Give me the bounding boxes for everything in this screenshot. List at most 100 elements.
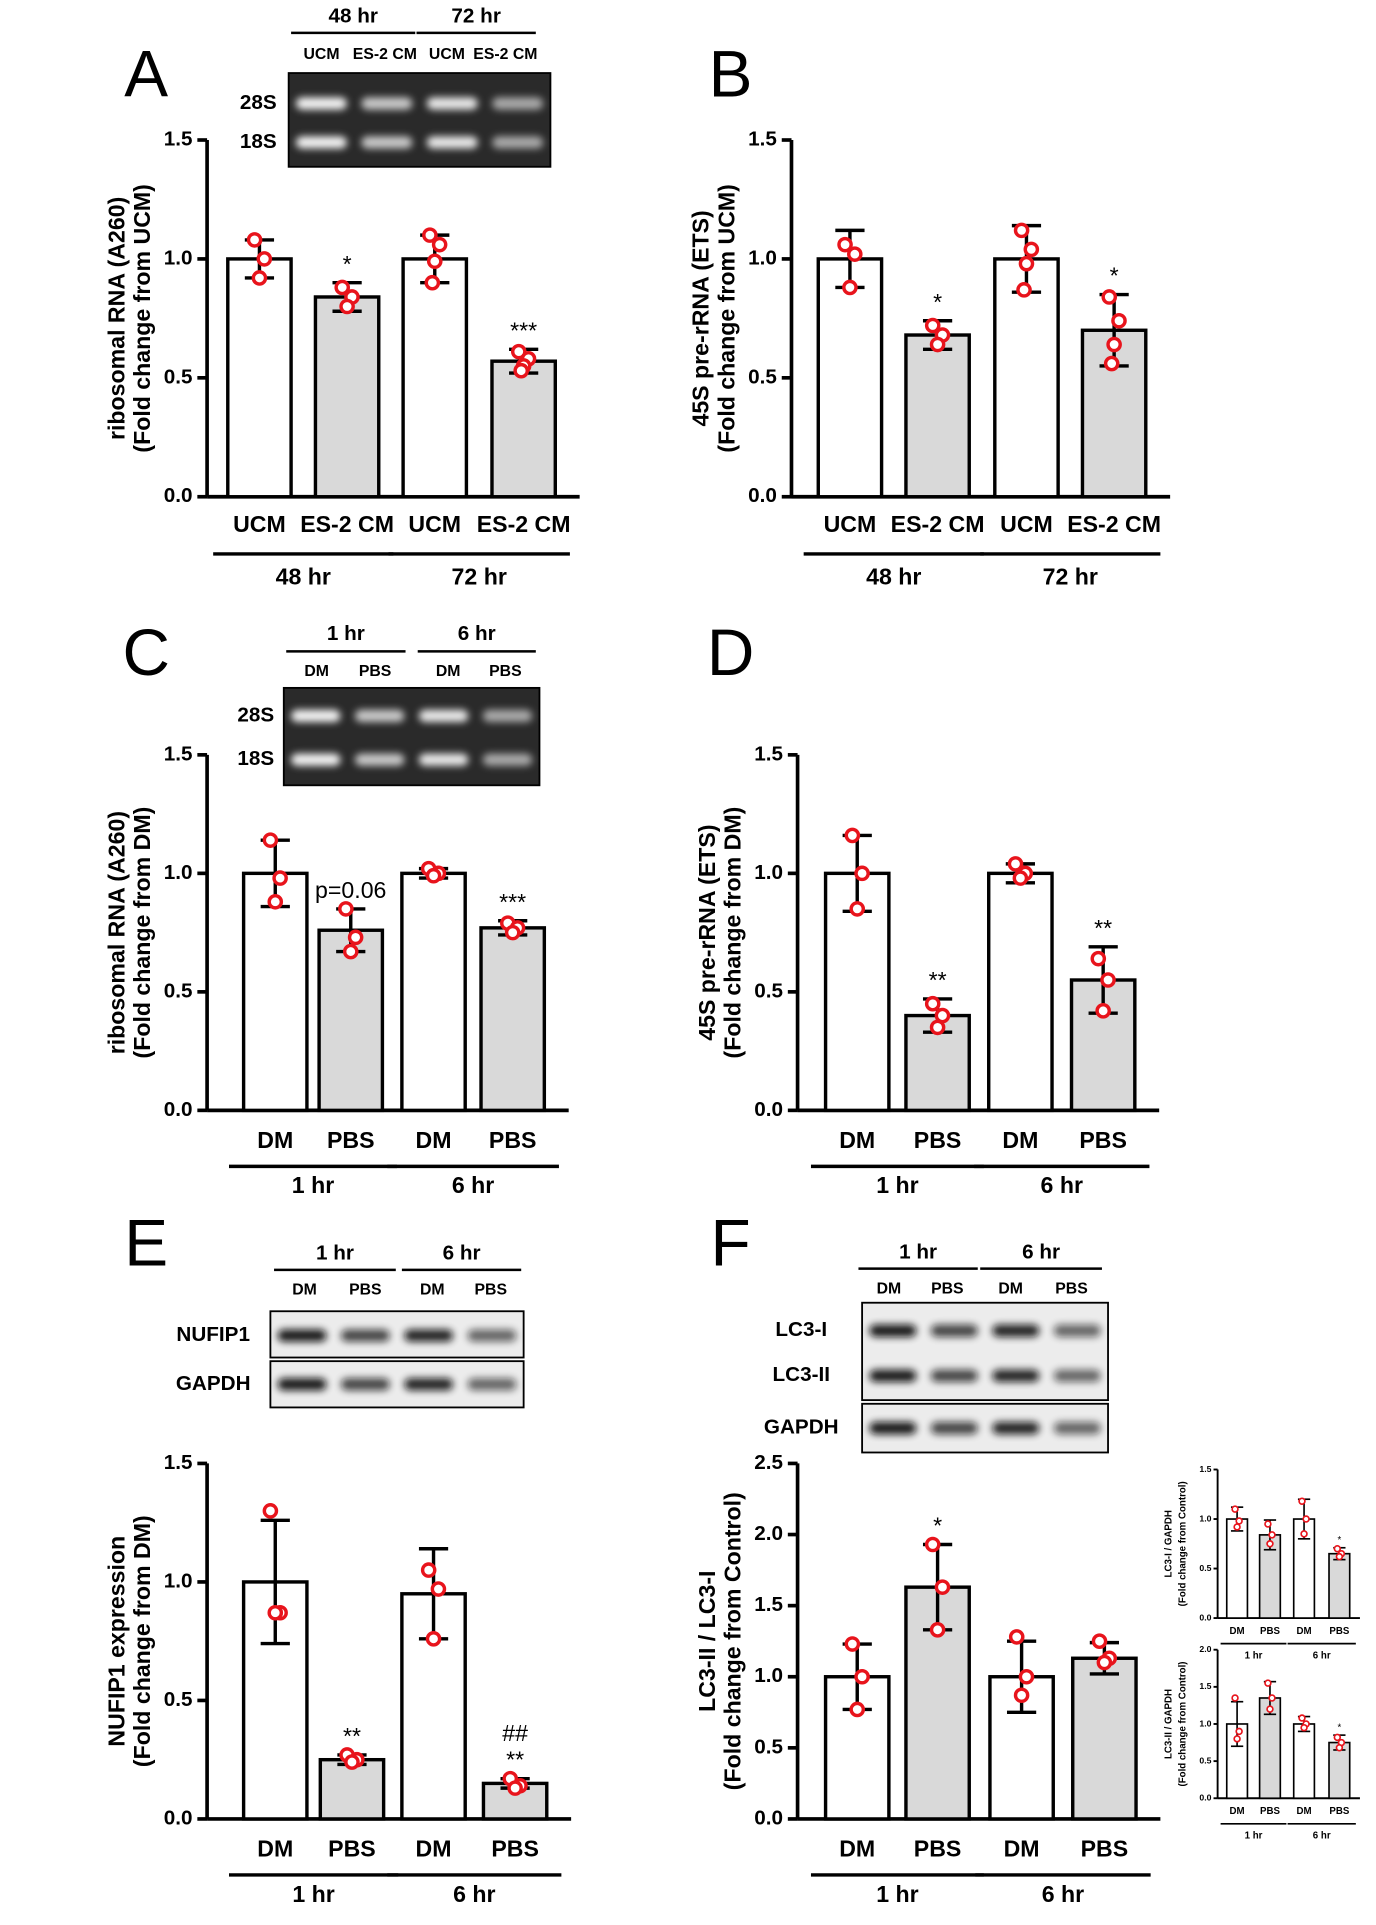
data-point — [1298, 1714, 1306, 1722]
group-label: 1 hr — [876, 1881, 918, 1907]
data-point — [929, 336, 946, 353]
x-tick-label: PBS — [1081, 1836, 1129, 1862]
data-point — [510, 343, 527, 360]
gel-band — [869, 1422, 917, 1435]
significance: ## — [502, 1720, 528, 1746]
data-point — [1298, 1497, 1306, 1505]
group-label: 48 hr — [866, 563, 921, 589]
data-point — [844, 827, 861, 844]
gel-band — [1053, 1369, 1101, 1382]
data-point — [924, 317, 941, 334]
data-point — [420, 1562, 437, 1578]
gel-band — [355, 709, 405, 722]
x-tick-label: UCM — [824, 511, 877, 537]
data-point — [929, 1019, 946, 1036]
data-point — [1231, 1505, 1239, 1513]
gel-band — [361, 97, 413, 110]
bar — [1292, 1723, 1316, 1800]
data-point — [334, 279, 351, 296]
data-point — [1012, 870, 1029, 886]
group-label: 1 hr — [1245, 1831, 1263, 1842]
x-tick-label: ES-2 CM — [477, 511, 571, 537]
significance: * — [933, 1513, 942, 1539]
data-point — [1095, 1003, 1111, 1019]
group-label: 72 hr — [452, 563, 507, 589]
significance: * — [1337, 1535, 1341, 1546]
gel-lane-label: PBS — [475, 1282, 508, 1299]
gel-band — [426, 97, 478, 110]
y-axis-label: (Fold change from DM) — [719, 807, 745, 1059]
y-axis-label: (Fold change from Control) — [1177, 1481, 1188, 1606]
group-label: 6 hr — [452, 1172, 494, 1198]
x-tick-label: DM — [1297, 1806, 1312, 1817]
y-tick-label: 1.0 — [754, 1664, 783, 1687]
x-tick-label: PBS — [328, 1836, 376, 1862]
band-label: GAPDH — [764, 1416, 839, 1439]
gel-lane-label: PBS — [359, 663, 392, 680]
y-tick-label: 1.0 — [748, 246, 777, 269]
data-point — [1007, 856, 1024, 872]
bar — [904, 333, 971, 499]
y-tick-label: 1.0 — [1199, 1718, 1211, 1728]
y-axis-label: (Fold change from UCM) — [713, 184, 739, 452]
x-tick-label: PBS — [914, 1836, 962, 1862]
gel-band — [930, 1324, 978, 1337]
bar — [993, 257, 1060, 499]
gel-band — [295, 97, 347, 110]
gel-band — [992, 1369, 1040, 1382]
significance: * — [343, 251, 352, 277]
x-tick-label: UCM — [1000, 511, 1053, 537]
data-point — [347, 929, 364, 946]
data-point — [849, 1701, 866, 1718]
data-point — [504, 924, 521, 941]
gel-band — [930, 1422, 978, 1435]
y-tick-label: 1.5 — [754, 1593, 783, 1616]
bar — [479, 926, 547, 1113]
y-axis-label: (Fold change from DM) — [129, 807, 155, 1059]
significance: *** — [499, 889, 526, 915]
data-point — [339, 298, 355, 315]
x-tick-label: DM — [257, 1836, 293, 1862]
gel-band — [404, 1378, 454, 1391]
data-point — [1103, 355, 1120, 372]
y-tick-label: 2.0 — [1199, 1644, 1211, 1654]
bar — [401, 257, 469, 499]
group-label: 1 hr — [292, 1881, 334, 1907]
gel-band — [426, 136, 478, 149]
gel-lane-label: DM — [877, 1281, 902, 1298]
gel-group-label: 48 hr — [328, 5, 377, 28]
data-point — [1111, 312, 1127, 329]
data-point — [1096, 1654, 1113, 1671]
gel-band — [992, 1324, 1040, 1337]
x-tick-label: UCM — [233, 511, 286, 537]
data-point — [842, 279, 858, 296]
group-label: 1 hr — [292, 1172, 334, 1198]
panel-letter: B — [709, 36, 753, 110]
x-tick-label: PBS — [489, 1127, 537, 1153]
data-point — [251, 270, 268, 286]
significance: ** — [929, 967, 947, 993]
x-tick-label: DM — [1230, 1626, 1245, 1637]
band-label: LC3-I — [775, 1318, 827, 1341]
gel-group-label: 72 hr — [451, 5, 500, 28]
data-point — [849, 901, 866, 917]
gel-band — [992, 1422, 1040, 1435]
bar — [1225, 1518, 1249, 1619]
x-tick-label: PBS — [1329, 1806, 1349, 1817]
gel-band — [482, 709, 533, 722]
panel-letter: F — [711, 1205, 751, 1279]
x-tick-label: PBS — [1329, 1626, 1349, 1637]
bar — [490, 359, 557, 499]
data-point — [1268, 1694, 1276, 1702]
group-label: 6 hr — [1313, 1650, 1331, 1661]
y-axis-label: 45S pre-rRNA (ETS) — [694, 824, 720, 1040]
significance: * — [933, 289, 942, 315]
x-tick-label: PBS — [491, 1836, 539, 1862]
data-point — [1333, 1545, 1342, 1553]
y-tick-label: 0.5 — [754, 979, 783, 1002]
x-tick-label: DM — [257, 1127, 293, 1153]
data-point — [1266, 1540, 1274, 1548]
data-point — [1018, 255, 1035, 272]
gel-group-label: 1 hr — [316, 1241, 354, 1264]
gel-lane-label: UCM — [304, 46, 340, 63]
